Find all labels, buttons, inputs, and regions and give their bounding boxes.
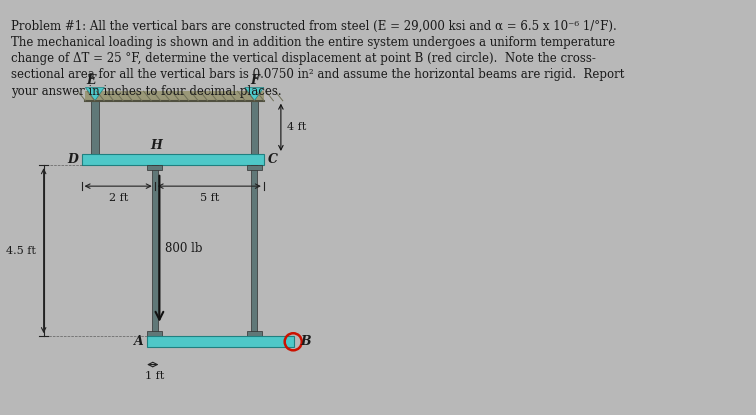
Text: H: H [150,139,163,152]
Text: E: E [86,74,96,88]
Polygon shape [245,88,264,101]
Text: change of ΔT = 25 °F, determine the vertical displacement at point B (red circle: change of ΔT = 25 °F, determine the vert… [11,52,596,65]
Bar [246,331,262,336]
Bar [246,165,262,170]
Text: 800 lb: 800 lb [165,242,203,255]
Text: 2 ft: 2 ft [109,193,128,203]
Bar [250,101,258,154]
Bar [82,154,264,165]
Text: 4.5 ft: 4.5 ft [6,246,36,256]
Polygon shape [85,88,104,101]
Bar [252,165,257,336]
Bar [147,331,163,336]
Text: sectional area for all the vertical bars is 0.0750 in² and assume the horizontal: sectional area for all the vertical bars… [11,68,624,81]
Text: F: F [250,74,259,88]
Text: 4 ft: 4 ft [287,122,306,132]
Bar [147,336,294,347]
Text: your answer in inches to four decimal places.: your answer in inches to four decimal pl… [11,85,282,98]
Bar [152,165,157,336]
Bar [91,101,99,154]
Text: The mechanical loading is shown and in addition the entire system undergoes a un: The mechanical loading is shown and in a… [11,36,615,49]
Text: C: C [268,153,277,166]
Text: A: A [134,335,144,348]
Text: B: B [300,335,311,348]
Bar [147,165,163,170]
Text: Problem #1: All the vertical bars are constructed from steel (E = 29,000 ksi and: Problem #1: All the vertical bars are co… [11,20,617,33]
Text: 5 ft: 5 ft [200,193,219,203]
Text: 1 ft: 1 ft [145,371,164,381]
Text: D: D [67,153,78,166]
Bar [85,91,264,101]
